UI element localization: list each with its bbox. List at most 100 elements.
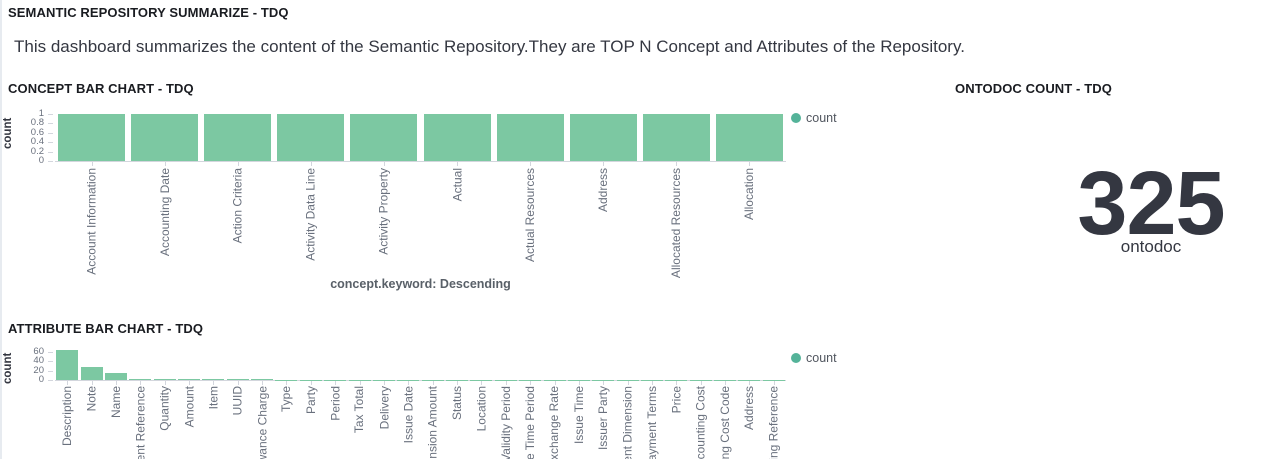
x-axis-label-text: Issuer Party bbox=[596, 386, 611, 451]
x-axis-label-text: Quantity bbox=[157, 386, 172, 431]
x-tick-mark bbox=[749, 162, 751, 166]
y-tick-label: 0 bbox=[38, 155, 44, 166]
bar[interactable] bbox=[372, 379, 395, 380]
bar[interactable] bbox=[642, 114, 710, 161]
x-tick-mark bbox=[749, 381, 751, 385]
y-tick-label: 0.4 bbox=[30, 136, 44, 148]
bar[interactable] bbox=[519, 379, 542, 380]
x-tick-mark bbox=[627, 381, 629, 385]
bar[interactable] bbox=[131, 114, 199, 161]
y-tick-label: 20 bbox=[33, 364, 44, 376]
x-tick-mark bbox=[651, 381, 653, 385]
x-axis-label-text: ent Reference bbox=[133, 386, 148, 459]
x-tick-mark bbox=[383, 381, 385, 385]
x-axis-label-text: Issue Date bbox=[401, 386, 416, 444]
x-tick-mark bbox=[262, 381, 264, 385]
x-tick-mark bbox=[505, 381, 507, 385]
y-tick-label: 40 bbox=[33, 355, 44, 367]
ontodoc-count-title: ONTODOC COUNT - TDQ bbox=[955, 81, 1112, 96]
y-tick-label: 1 bbox=[38, 108, 44, 119]
x-tick-mark bbox=[140, 381, 142, 385]
bar[interactable] bbox=[348, 379, 371, 380]
bar[interactable] bbox=[251, 379, 274, 380]
bar[interactable] bbox=[446, 379, 469, 380]
concept-legend-item[interactable]: count bbox=[791, 111, 837, 125]
x-axis-label-text: Actual bbox=[450, 168, 465, 202]
y-tick-mark bbox=[48, 123, 53, 125]
x-tick-mark bbox=[676, 381, 678, 385]
bar[interactable] bbox=[58, 114, 126, 161]
bar[interactable] bbox=[324, 379, 347, 380]
bar[interactable] bbox=[277, 114, 345, 161]
x-tick-mark bbox=[457, 162, 459, 166]
x-axis-label-text: Note bbox=[84, 386, 99, 412]
y-tick-mark bbox=[48, 142, 53, 144]
x-axis-label-text: Party bbox=[303, 386, 318, 415]
x-axis-label-text: Validity Period bbox=[498, 386, 513, 459]
x-tick-mark bbox=[603, 381, 605, 385]
x-tick-mark bbox=[578, 381, 580, 385]
dashboard-description: This dashboard summarizes the content of… bbox=[14, 37, 965, 56]
bar[interactable] bbox=[569, 114, 637, 161]
attribute-legend-item[interactable]: count bbox=[791, 351, 837, 365]
bar[interactable] bbox=[56, 350, 79, 380]
legend-dot-icon bbox=[791, 113, 801, 123]
bar[interactable] bbox=[592, 379, 615, 380]
bar[interactable] bbox=[204, 114, 272, 161]
x-tick-mark bbox=[237, 162, 239, 166]
bar[interactable] bbox=[689, 379, 712, 380]
x-tick-mark bbox=[530, 162, 532, 166]
x-axis-line bbox=[55, 161, 786, 162]
bar[interactable] bbox=[397, 379, 420, 380]
bar[interactable] bbox=[80, 366, 103, 380]
bar[interactable] bbox=[494, 379, 517, 380]
bar[interactable] bbox=[226, 379, 249, 380]
bar[interactable] bbox=[470, 379, 493, 380]
concept-chart-title: CONCEPT BAR CHART - TDQ bbox=[8, 81, 194, 96]
y-tick-label: 0 bbox=[38, 374, 44, 385]
y-tick-mark bbox=[48, 151, 53, 153]
bar[interactable] bbox=[665, 379, 688, 380]
x-axis-label-text: Address bbox=[742, 386, 757, 431]
bar[interactable] bbox=[616, 379, 639, 380]
x-tick-mark bbox=[432, 381, 434, 385]
x-axis-label-text: Period bbox=[328, 386, 343, 421]
bar[interactable] bbox=[129, 379, 152, 380]
x-tick-mark bbox=[700, 381, 702, 385]
bar[interactable] bbox=[104, 372, 127, 380]
x-axis-label-text: Allocated Resources bbox=[669, 168, 684, 279]
x-axis-label-text: Exchange Rate bbox=[547, 386, 562, 459]
dashboard-title: SEMANTIC REPOSITORY SUMMARIZE - TDQ bbox=[8, 5, 289, 20]
x-tick-mark bbox=[189, 381, 191, 385]
bar[interactable] bbox=[423, 114, 491, 161]
bar[interactable] bbox=[715, 114, 783, 161]
x-axis-label-text: Actual Resources bbox=[523, 168, 538, 263]
legend-label: count bbox=[806, 111, 837, 125]
y-tick-label: 0.6 bbox=[30, 126, 44, 138]
bar[interactable] bbox=[714, 379, 737, 380]
bar[interactable] bbox=[567, 379, 590, 380]
bar[interactable] bbox=[738, 379, 761, 380]
bar[interactable] bbox=[299, 379, 322, 380]
bar[interactable] bbox=[275, 379, 298, 380]
x-tick-mark bbox=[91, 381, 93, 385]
x-tick-mark bbox=[335, 381, 337, 385]
x-tick-mark bbox=[725, 381, 727, 385]
x-axis-label-text: Action Criteria bbox=[230, 168, 245, 244]
bar[interactable] bbox=[496, 114, 564, 161]
y-tick-mark bbox=[48, 351, 53, 353]
y-tick-mark bbox=[48, 380, 53, 381]
x-tick-mark bbox=[530, 381, 532, 385]
bar[interactable] bbox=[543, 379, 566, 380]
bar[interactable] bbox=[202, 379, 225, 380]
bar[interactable] bbox=[762, 379, 785, 380]
bar[interactable] bbox=[640, 379, 663, 380]
left-edge-divider bbox=[0, 0, 2, 459]
bar[interactable] bbox=[178, 379, 201, 380]
bar[interactable] bbox=[350, 114, 418, 161]
y-tick-label: 60 bbox=[33, 345, 44, 357]
bar[interactable] bbox=[421, 379, 444, 380]
x-axis-label-text: ing Cost Code bbox=[718, 386, 733, 459]
bar[interactable] bbox=[153, 379, 176, 380]
y-tick-mark bbox=[48, 161, 53, 162]
